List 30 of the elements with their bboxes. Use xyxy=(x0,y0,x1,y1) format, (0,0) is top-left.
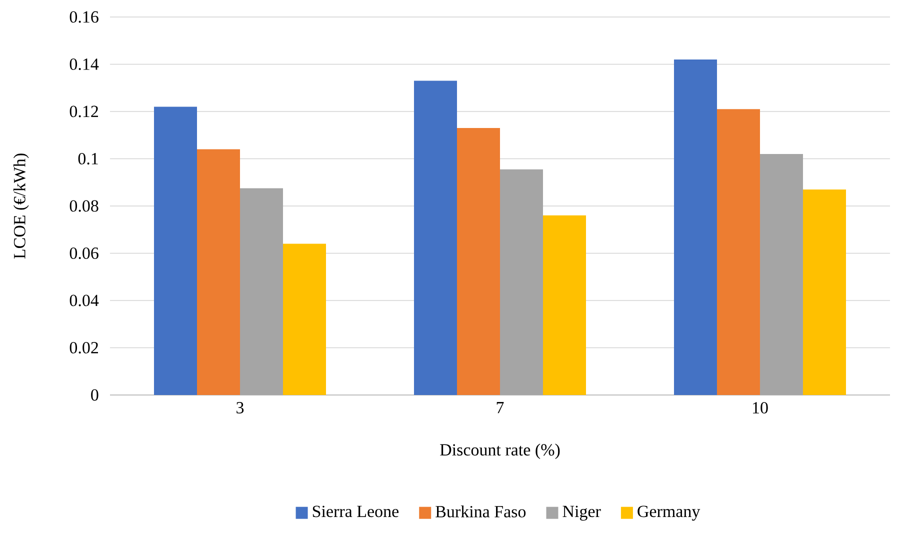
bar xyxy=(802,189,846,395)
y-tick-label: 0 xyxy=(91,389,98,401)
x-tick-label: 3 xyxy=(236,402,244,414)
bar xyxy=(500,169,543,395)
bar xyxy=(197,149,240,395)
y-tick-label: 0.08 xyxy=(70,200,98,212)
y-tick-label: 0.06 xyxy=(70,247,98,260)
bar xyxy=(542,215,586,395)
x-axis-title: Discount rate (%) xyxy=(440,444,560,460)
bar xyxy=(674,60,717,395)
y-tick-label: 0.16 xyxy=(70,11,98,23)
y-axis-title: LCOE (€/kWh) xyxy=(13,154,29,259)
bar xyxy=(154,106,197,395)
x-tick-label: 10 xyxy=(753,402,768,414)
y-tick-label: 0.14 xyxy=(70,58,99,70)
legend-label: Burkina Faso xyxy=(436,505,526,518)
y-tick-label: 0.1 xyxy=(78,152,98,165)
bar xyxy=(760,154,803,395)
bar xyxy=(716,109,760,395)
legend-label: Niger xyxy=(562,506,601,521)
legend-label: Sierra Leone xyxy=(312,506,399,518)
bar xyxy=(283,244,326,395)
legend-label: Germany xyxy=(638,506,700,521)
bar xyxy=(240,188,283,395)
bar xyxy=(456,128,500,395)
bar xyxy=(414,80,457,395)
y-tick-label: 0.12 xyxy=(70,106,98,118)
y-tick-label: 0.02 xyxy=(70,342,98,354)
x-tick-label: 7 xyxy=(496,402,504,414)
y-tick-label: 0.04 xyxy=(70,294,99,306)
